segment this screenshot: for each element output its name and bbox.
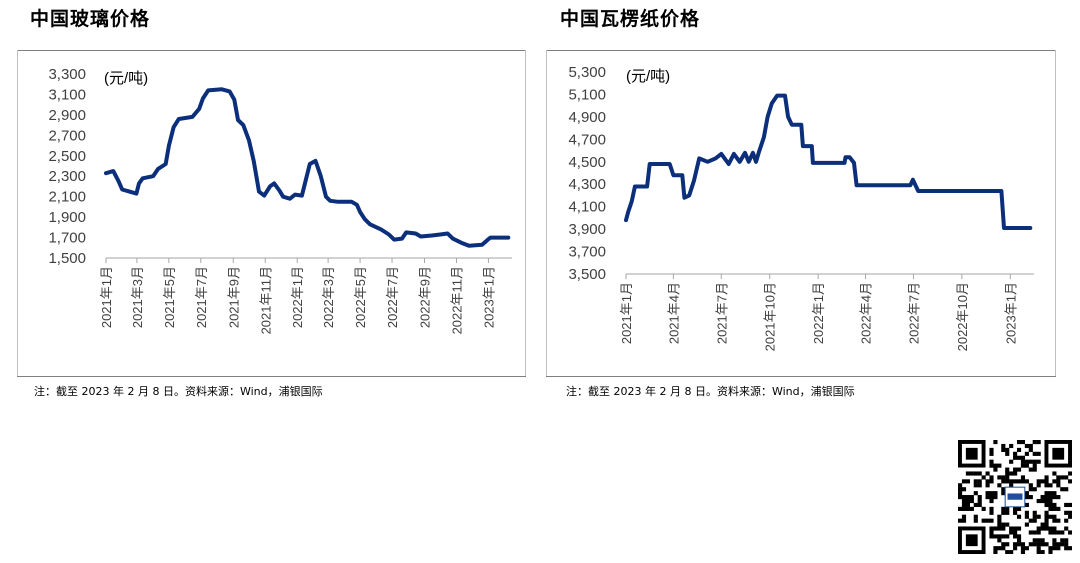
unit-label: (元/吨): [626, 68, 670, 85]
price-series-line: [624, 93, 1033, 230]
panel-right-border: [525, 50, 526, 376]
y-tick-label: 4,500: [568, 154, 606, 171]
panel-left-border: [17, 50, 18, 376]
x-tick-label: 2021年1月: [99, 266, 114, 328]
qr-code-icon: [958, 440, 1072, 554]
y-tick-label: 3,100: [48, 86, 86, 103]
x-tick-label: 2022年7月: [385, 266, 400, 328]
x-tick-label: 2023年1月: [481, 266, 496, 328]
x-tick-label: 2022年4月: [859, 282, 874, 344]
x-tick-label: 2021年3月: [130, 266, 145, 328]
y-tick-label: 2,700: [48, 127, 86, 144]
y-tick-label: 2,900: [48, 107, 86, 124]
price-series-line: [104, 87, 511, 248]
x-tick-label: 2021年5月: [162, 266, 177, 328]
x-tick-label: 2022年3月: [321, 266, 336, 328]
x-tick-label: 2022年7月: [906, 282, 921, 344]
y-tick-label: 1,700: [48, 230, 86, 247]
x-tick-label: 2023年1月: [1003, 282, 1018, 344]
x-tick-label: 2022年1月: [290, 266, 305, 328]
x-tick-label: 2021年7月: [194, 266, 209, 328]
unit-label: (元/吨): [104, 70, 148, 87]
panel-bottom-rule: [546, 376, 1056, 377]
y-tick-label: 4,700: [568, 131, 606, 148]
y-tick-label: 2,300: [48, 168, 86, 185]
panel-top-rule: [17, 50, 526, 51]
x-tick-label: 2021年9月: [226, 266, 241, 328]
glass-price-chart: 1,500 1,700 1,900 2,100 2,300 2,500 2,700 2,900…: [48, 66, 512, 334]
y-tick-label: 3,900: [568, 221, 606, 238]
y-tick-label: 1,900: [48, 209, 86, 226]
y-tick-label: 2,100: [48, 189, 86, 206]
x-tick-label: 2021年4月: [666, 282, 681, 344]
chart-title: 中国玻璃价格: [30, 8, 151, 30]
x-tick-label: 2022年5月: [353, 266, 368, 328]
y-tick-label: 3,500: [568, 266, 606, 283]
x-tick-label: 2021年11月: [258, 266, 273, 334]
corrugated-paper-price-chart: 3,500 3,700 3,900 4,100 4,300 4,500 4,700 4,900…: [568, 64, 1034, 351]
y-tick-label: 4,300: [568, 176, 606, 193]
chart-title: 中国瓦楞纸价格: [560, 8, 701, 30]
x-tick-label: 2022年1月: [811, 282, 826, 344]
x-tick-label: 2022年9月: [418, 266, 433, 328]
y-tick-label: 5,100: [568, 86, 606, 103]
y-tick-label: 4,900: [568, 109, 606, 126]
y-tick-label: 2,500: [48, 148, 86, 165]
panel-left-border: [546, 50, 547, 376]
y-tick-label: 5,300: [568, 64, 606, 81]
y-tick-label: 3,700: [568, 244, 606, 261]
x-tick-label: 2021年10月: [763, 282, 778, 351]
x-tick-label: 2022年11月: [449, 266, 464, 334]
footnote: 注：截至 2023 年 2 月 8 日。资料来源：Wind，浦银国际: [34, 385, 323, 398]
footnote: 注：截至 2023 年 2 月 8 日。资料来源：Wind，浦银国际: [566, 385, 855, 398]
y-tick-label: 3,300: [48, 66, 86, 83]
panel-right-border: [1055, 50, 1056, 376]
panel-bottom-rule: [17, 376, 526, 377]
y-tick-label: 4,100: [568, 199, 606, 216]
panel-top-rule: [546, 50, 1056, 51]
y-tick-label: 1,500: [48, 250, 86, 267]
x-tick-label: 2021年1月: [619, 282, 634, 344]
x-tick-label: 2021年7月: [714, 282, 729, 344]
x-tick-label: 2022年10月: [955, 282, 970, 351]
